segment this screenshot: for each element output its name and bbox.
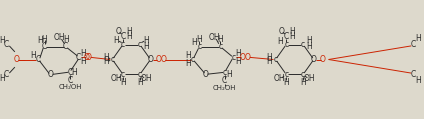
Text: O: O	[245, 53, 251, 62]
Text: O: O	[13, 55, 19, 64]
Text: C: C	[4, 40, 9, 49]
Text: CH₂OH: CH₂OH	[58, 84, 82, 90]
Text: H: H	[185, 59, 191, 68]
Text: H: H	[415, 34, 421, 43]
Text: C: C	[63, 42, 68, 51]
Text: C: C	[4, 70, 9, 79]
Text: H: H	[126, 27, 132, 36]
Text: c: c	[191, 55, 195, 64]
Text: C: C	[76, 53, 81, 62]
Text: H: H	[307, 42, 312, 51]
Text: C: C	[67, 68, 73, 77]
Text: H: H	[277, 37, 283, 46]
Text: OH: OH	[208, 33, 220, 42]
Text: H: H	[30, 51, 36, 60]
Text: H: H	[37, 36, 43, 45]
Text: O: O	[311, 55, 317, 64]
Text: H: H	[196, 35, 202, 44]
Text: c: c	[197, 42, 201, 51]
Text: H: H	[63, 35, 69, 44]
Text: c: c	[273, 55, 278, 64]
Text: H: H	[290, 27, 296, 36]
Text: O: O	[84, 53, 90, 62]
Text: H: H	[283, 77, 289, 87]
Text: C: C	[411, 40, 416, 49]
Text: OH: OH	[274, 74, 286, 83]
Text: O: O	[279, 27, 285, 36]
Text: C: C	[42, 42, 47, 51]
Text: O: O	[86, 53, 92, 62]
Text: C: C	[67, 76, 73, 85]
Text: O: O	[148, 55, 153, 64]
Text: CH₂OH: CH₂OH	[213, 85, 237, 91]
Text: OH: OH	[111, 74, 123, 83]
Text: c: c	[284, 40, 288, 49]
Text: H: H	[290, 32, 296, 42]
Text: C: C	[120, 32, 126, 42]
Text: H: H	[235, 57, 241, 66]
Text: C: C	[284, 32, 289, 42]
Text: H: H	[307, 36, 312, 45]
Text: H: H	[266, 53, 272, 62]
Text: O: O	[116, 27, 122, 36]
Text: H: H	[226, 70, 232, 79]
Text: H: H	[185, 51, 191, 60]
Text: H: H	[0, 74, 5, 83]
Text: O: O	[156, 55, 162, 64]
Text: H: H	[300, 77, 306, 87]
Text: H: H	[103, 53, 109, 62]
Text: H: H	[0, 36, 5, 45]
Text: H: H	[137, 77, 143, 87]
Text: OH: OH	[140, 74, 152, 83]
Text: H: H	[143, 36, 149, 45]
Text: O: O	[48, 70, 54, 79]
Text: c: c	[231, 53, 235, 62]
Text: OH: OH	[53, 33, 65, 42]
Text: H: H	[415, 76, 421, 85]
Text: H: H	[81, 49, 86, 58]
Text: O: O	[319, 55, 325, 64]
Text: H: H	[120, 77, 126, 87]
Text: c: c	[301, 70, 305, 79]
Text: H: H	[266, 57, 272, 66]
Text: c: c	[138, 70, 142, 79]
Text: H: H	[235, 49, 241, 58]
Text: H: H	[81, 57, 86, 66]
Text: C: C	[222, 76, 227, 85]
Text: c: c	[223, 68, 227, 77]
Text: H: H	[143, 42, 149, 51]
Text: O: O	[240, 53, 245, 62]
Text: C: C	[411, 70, 416, 79]
Text: H: H	[191, 38, 197, 47]
Text: c: c	[284, 70, 288, 79]
Text: c: c	[121, 40, 125, 49]
Text: c: c	[138, 40, 142, 49]
Text: O: O	[160, 55, 166, 64]
Text: c: c	[301, 40, 305, 49]
Text: H: H	[126, 32, 132, 42]
Text: H: H	[71, 68, 77, 77]
Text: H: H	[42, 35, 47, 44]
Text: OH: OH	[304, 74, 315, 83]
Text: H: H	[103, 57, 109, 66]
Text: c: c	[218, 42, 223, 51]
Text: C: C	[36, 55, 41, 64]
Text: H: H	[114, 36, 120, 45]
Text: c: c	[110, 55, 114, 64]
Text: c: c	[121, 70, 125, 79]
Text: H: H	[218, 35, 223, 44]
Text: O: O	[203, 70, 209, 79]
